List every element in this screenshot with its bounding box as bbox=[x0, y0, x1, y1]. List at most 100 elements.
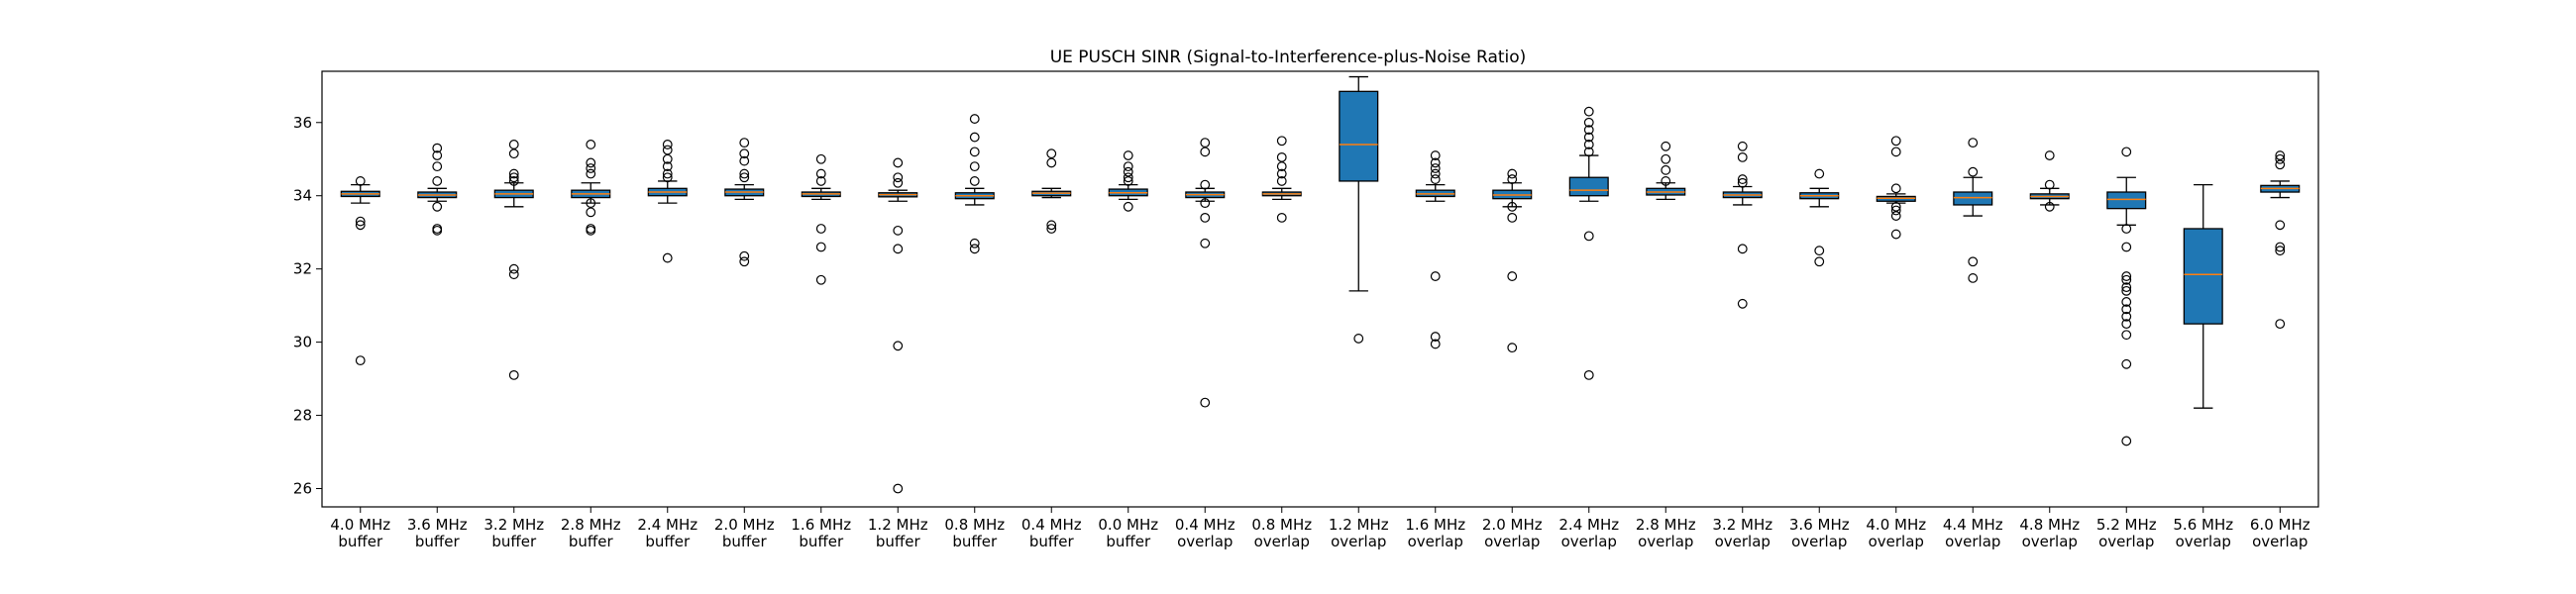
outlier-point bbox=[432, 225, 443, 236]
outlier-point bbox=[1046, 157, 1057, 168]
outlier-point bbox=[893, 157, 904, 168]
outlier-point bbox=[739, 148, 750, 159]
outlier-point bbox=[586, 168, 596, 179]
outlier-point bbox=[1583, 106, 1594, 117]
outlier-point bbox=[662, 153, 673, 164]
outlier-point bbox=[2044, 179, 2055, 190]
x-tick-label: 4.0 MHz overlap bbox=[1866, 516, 1926, 550]
outlier-point bbox=[1583, 117, 1594, 128]
outlier-point bbox=[1430, 174, 1441, 184]
x-tick-label: 1.6 MHz buffer bbox=[791, 516, 851, 550]
y-tick-label: 26 bbox=[293, 480, 312, 498]
outlier-point bbox=[969, 176, 980, 186]
outlier-point bbox=[739, 172, 750, 183]
x-tick-label: 3.6 MHz buffer bbox=[407, 516, 468, 550]
outlier-point bbox=[1583, 132, 1594, 143]
x-tick-label: 5.6 MHz overlap bbox=[2173, 516, 2233, 550]
x-tick-label: 3.6 MHz overlap bbox=[1789, 516, 1850, 550]
outlier-point bbox=[1200, 397, 1211, 408]
outlier-point bbox=[1583, 231, 1594, 242]
outlier-point bbox=[508, 369, 519, 380]
outlier-point bbox=[662, 252, 673, 263]
box-iqr bbox=[1339, 90, 1379, 182]
outlier-point bbox=[1046, 148, 1057, 159]
outlier-point bbox=[1430, 271, 1441, 281]
outlier-point bbox=[1123, 166, 1133, 177]
outlier-point bbox=[1200, 138, 1211, 148]
outlier-point bbox=[1276, 212, 1287, 223]
outlier-point bbox=[1200, 147, 1211, 157]
outlier-point bbox=[2121, 282, 2132, 293]
outlier-point bbox=[1737, 244, 1748, 254]
outlier-point bbox=[739, 256, 750, 267]
x-tick-label: 0.8 MHz buffer bbox=[944, 516, 1005, 550]
outlier-point bbox=[815, 153, 826, 164]
outlier-point bbox=[1583, 147, 1594, 157]
outlier-point bbox=[1200, 198, 1211, 209]
outlier-point bbox=[1968, 138, 1979, 148]
outlier-point bbox=[2121, 358, 2132, 369]
outlier-point bbox=[2121, 147, 2132, 157]
outlier-point bbox=[739, 250, 750, 261]
outlier-point bbox=[1200, 212, 1211, 223]
outlier-point bbox=[586, 198, 596, 209]
outlier-point bbox=[2275, 150, 2286, 160]
outlier-point bbox=[1507, 168, 1518, 179]
outlier-point bbox=[1890, 147, 1901, 157]
outlier-point bbox=[739, 168, 750, 179]
outlier-point bbox=[1737, 177, 1748, 188]
outlier-point bbox=[2275, 319, 2286, 330]
outlier-point bbox=[969, 161, 980, 172]
outlier-point bbox=[969, 238, 980, 248]
outlier-point bbox=[355, 355, 366, 366]
outlier-point bbox=[1123, 172, 1133, 183]
outlier-point bbox=[586, 163, 596, 173]
x-tick-label: 1.2 MHz buffer bbox=[868, 516, 928, 550]
outlier-point bbox=[1814, 168, 1825, 179]
outlier-point bbox=[2121, 271, 2132, 281]
outlier-point bbox=[815, 224, 826, 234]
outlier-point bbox=[432, 201, 443, 212]
outlier-point bbox=[1583, 125, 1594, 136]
x-tick-label: 3.2 MHz overlap bbox=[1712, 516, 1772, 550]
x-tick-label: 0.0 MHz buffer bbox=[1098, 516, 1158, 550]
outlier-point bbox=[1123, 150, 1133, 160]
outlier-point bbox=[815, 242, 826, 252]
x-tick-label: 4.4 MHz overlap bbox=[1943, 516, 2003, 550]
outlier-point bbox=[508, 269, 519, 280]
x-tick-label: 0.8 MHz overlap bbox=[1251, 516, 1312, 550]
outlier-point bbox=[1430, 157, 1441, 168]
y-tick-label: 36 bbox=[293, 114, 312, 132]
outlier-point bbox=[815, 274, 826, 285]
outlier-point bbox=[1046, 220, 1057, 231]
outlier-point bbox=[1737, 141, 1748, 151]
outlier-point bbox=[355, 216, 366, 227]
outlier-point bbox=[1276, 168, 1287, 179]
outlier-point bbox=[1507, 271, 1518, 281]
outlier-point bbox=[2044, 150, 2055, 160]
outlier-point bbox=[1737, 174, 1748, 184]
outlier-point bbox=[662, 140, 673, 149]
x-tick-label: 2.0 MHz overlap bbox=[1482, 516, 1543, 550]
y-tick-label: 30 bbox=[293, 334, 312, 351]
outlier-point bbox=[508, 140, 519, 149]
outlier-point bbox=[969, 132, 980, 143]
outlier-point bbox=[1430, 339, 1441, 349]
box-iqr bbox=[2183, 228, 2223, 325]
outlier-point bbox=[1737, 298, 1748, 309]
x-tick-label: 2.4 MHz overlap bbox=[1558, 516, 1619, 550]
outlier-point bbox=[893, 244, 904, 254]
y-tick-label: 28 bbox=[293, 407, 312, 425]
outlier-point bbox=[508, 172, 519, 183]
outlier-point bbox=[1430, 163, 1441, 173]
outlier-point bbox=[1430, 332, 1441, 342]
outlier-point bbox=[2121, 242, 2132, 252]
outlier-point bbox=[662, 172, 673, 183]
outlier-point bbox=[1968, 166, 1979, 177]
outlier-point bbox=[662, 145, 673, 155]
outlier-point bbox=[432, 150, 443, 160]
x-tick-label: 3.2 MHz buffer bbox=[483, 516, 544, 550]
outlier-point bbox=[1661, 153, 1671, 164]
outlier-point bbox=[586, 225, 596, 236]
